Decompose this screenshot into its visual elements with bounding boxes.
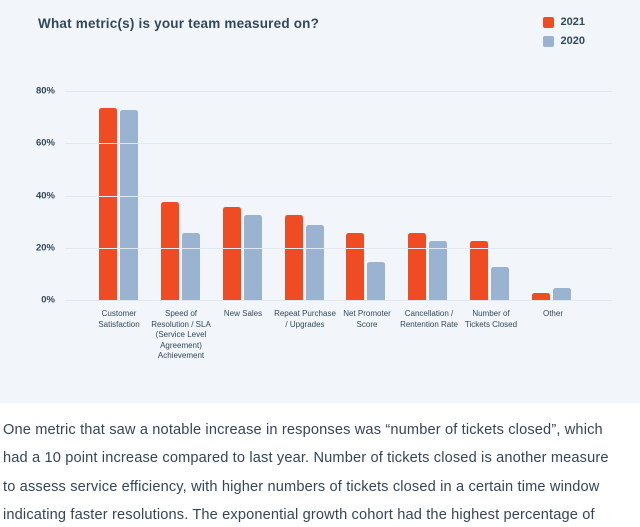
bar-2020 bbox=[243, 214, 262, 301]
bar-2021 bbox=[284, 214, 303, 301]
gridline: 20% bbox=[36, 242, 612, 253]
bar-group bbox=[150, 92, 212, 301]
bar-group bbox=[520, 92, 582, 301]
body-paragraph: One metric that saw a notable increase i… bbox=[0, 403, 640, 527]
x-axis-label: Customer Satisfaction bbox=[98, 309, 140, 329]
legend: 2021 2020 bbox=[542, 16, 585, 47]
paragraph-line: One metric that saw a notable increase i… bbox=[3, 422, 603, 438]
paragraph-line: had a 10 point increase compared to last… bbox=[3, 450, 609, 467]
x-axis-label: Speed of Resolution / SLA (Service Level… bbox=[151, 309, 211, 360]
paragraph-line: to assess service efficiency, with highe… bbox=[3, 478, 600, 495]
x-axis-label: Other bbox=[542, 309, 563, 318]
legend-item-2020: 2020 bbox=[542, 35, 585, 47]
legend-swatch-2020-icon bbox=[542, 35, 554, 47]
y-axis-label: 60% bbox=[35, 137, 55, 149]
chart-title: What metric(s) is your team measured on? bbox=[38, 16, 320, 31]
legend-label-2021: 2021 bbox=[560, 16, 585, 28]
x-axis-label: Repeat Purchase / Upgrades bbox=[274, 309, 336, 329]
x-axis-label: Net Promoter Score bbox=[343, 309, 391, 329]
bars-row bbox=[88, 92, 582, 301]
bar-group bbox=[397, 92, 459, 301]
gridline: 60% bbox=[36, 138, 612, 149]
bar-2021 bbox=[99, 107, 118, 301]
legend-label-2020: 2020 bbox=[560, 35, 585, 47]
y-axis-label: 20% bbox=[35, 242, 55, 254]
y-axis-label: 80% bbox=[35, 85, 55, 97]
x-axis-label: Cancellation / Rentention Rate bbox=[400, 309, 458, 329]
gridline: 80% bbox=[36, 86, 612, 97]
y-axis-label: 0% bbox=[41, 294, 55, 306]
chart-card: What metric(s) is your team measured on?… bbox=[0, 0, 640, 403]
bar-group bbox=[273, 92, 335, 301]
x-axis-slot: Customer Satisfaction bbox=[88, 309, 150, 362]
x-axis-slot: Other bbox=[522, 309, 584, 362]
gridline: 40% bbox=[36, 190, 612, 201]
paragraph-line: indicating faster resolutions. The expon… bbox=[3, 507, 595, 524]
bar-2021 bbox=[161, 201, 180, 301]
gridline: 0% bbox=[41, 295, 612, 306]
bar-2020 bbox=[120, 110, 139, 301]
legend-swatch-2021-icon bbox=[542, 16, 554, 28]
y-axis-label: 40% bbox=[35, 190, 55, 201]
bar-2021 bbox=[408, 233, 427, 301]
bar-2020 bbox=[429, 240, 448, 301]
x-axis-label: Number of Tickets Closed bbox=[464, 309, 518, 329]
x-axis-slot: Cancellation / Rentention Rate bbox=[398, 309, 460, 362]
x-axis-slot: Repeat Purchase / Upgrades bbox=[274, 309, 336, 362]
bar-2020 bbox=[490, 267, 509, 301]
bar-group bbox=[335, 92, 397, 301]
bar-group bbox=[459, 92, 521, 301]
plot: Customer Satisfaction Speed of Resolution… bbox=[36, 86, 612, 360]
bar-group bbox=[88, 92, 150, 301]
x-axis-slot: New Sales bbox=[212, 309, 274, 362]
x-axis-label: New Sales bbox=[223, 309, 263, 318]
x-axis-labels: Customer Satisfaction Speed of Resolution… bbox=[88, 309, 582, 362]
bar-2020 bbox=[552, 287, 571, 301]
bar-2020 bbox=[367, 261, 386, 301]
x-axis-slot: Net Promoter Score bbox=[336, 309, 398, 362]
x-axis-slot: Number of Tickets Closed bbox=[460, 309, 522, 362]
bar-2021 bbox=[531, 293, 550, 301]
x-axis-slot: Speed of Resolution / SLA (Service Level… bbox=[150, 309, 212, 362]
bar-2021 bbox=[469, 240, 488, 301]
bar-2020 bbox=[305, 225, 324, 301]
legend-item-2021: 2021 bbox=[542, 16, 585, 28]
bar-2021 bbox=[222, 206, 241, 301]
bar-2020 bbox=[182, 233, 201, 301]
bar-group bbox=[212, 92, 274, 301]
bar-2021 bbox=[346, 233, 365, 301]
